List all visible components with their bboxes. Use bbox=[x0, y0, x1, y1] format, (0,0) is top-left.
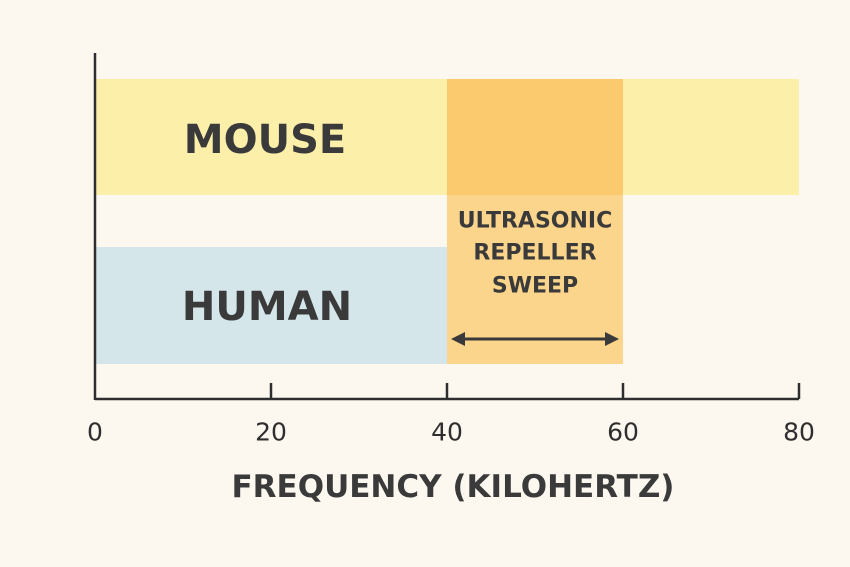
arrow-head-left bbox=[451, 332, 465, 346]
sweep-label-line: REPELLER bbox=[473, 241, 596, 266]
x-axis-title: FREQUENCY (KILOHERTZ) bbox=[232, 469, 675, 505]
bar-human bbox=[95, 247, 447, 364]
labels-layer: MOUSE HUMAN ULTRASONIC REPELLER SWEEP bbox=[182, 117, 619, 346]
arrow-head-right bbox=[605, 332, 619, 346]
sweep-label-line: ULTRASONIC bbox=[458, 209, 613, 234]
bar-label-mouse: MOUSE bbox=[184, 117, 346, 163]
x-tick-label: 20 bbox=[255, 418, 287, 447]
x-tick-label: 0 bbox=[87, 418, 103, 447]
axes-layer: 0 20 40 60 80 bbox=[87, 53, 815, 447]
x-tick-label: 40 bbox=[431, 418, 463, 447]
x-tick-label: 80 bbox=[783, 418, 815, 447]
sweep-mouse-overlap bbox=[447, 79, 623, 195]
sweep-label-line: SWEEP bbox=[492, 274, 578, 299]
bar-label-human: HUMAN bbox=[182, 284, 352, 330]
highlight-layer bbox=[447, 79, 623, 364]
x-tick-label: 60 bbox=[607, 418, 639, 447]
